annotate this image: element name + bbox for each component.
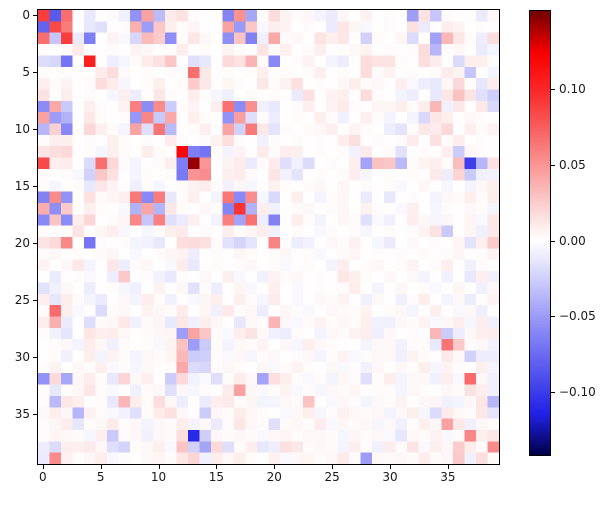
y-tick-label: 35 (14, 406, 30, 421)
y-tick-mark (33, 413, 37, 415)
x-tick-mark (42, 465, 44, 469)
x-tick-mark (158, 465, 160, 469)
y-tick-mark (33, 299, 37, 301)
x-tick-mark (216, 465, 218, 469)
y-tick-label: 10 (14, 121, 30, 136)
colorbar-tick-mark (551, 88, 555, 90)
x-tick-mark (447, 465, 449, 469)
x-tick-mark (332, 465, 334, 469)
y-tick-label: 0 (22, 7, 30, 22)
y-tick-label: 15 (14, 178, 30, 193)
x-tick-label: 5 (96, 470, 105, 484)
y-tick-label: 30 (14, 349, 30, 364)
x-tick-label: 20 (266, 470, 282, 484)
colorbar-tick-mark (551, 240, 555, 242)
y-tick-mark (33, 128, 37, 130)
colorbar (529, 10, 551, 456)
heatmap-plot-area (37, 9, 500, 465)
y-tick-label: 20 (14, 235, 30, 250)
heatmap-canvas (38, 10, 499, 464)
colorbar-tick-label: −0.05 (559, 309, 596, 324)
y-tick-mark (33, 242, 37, 244)
x-tick-label: 25 (324, 470, 340, 484)
x-tick-label: 35 (440, 470, 456, 484)
y-tick-mark (33, 14, 37, 16)
x-tick-label: 30 (382, 470, 398, 484)
colorbar-tick-label: −0.10 (559, 385, 596, 400)
colorbar-tick-label: 0.10 (559, 81, 586, 96)
y-tick-mark (33, 185, 37, 187)
colorbar-tick-label: 0.05 (559, 157, 586, 172)
y-tick-mark (33, 356, 37, 358)
y-tick-label: 5 (22, 64, 30, 79)
x-tick-label: 10 (150, 470, 167, 484)
colorbar-gradient (530, 11, 550, 455)
x-tick-mark (390, 465, 392, 469)
y-tick-label: 25 (14, 292, 30, 307)
x-tick-mark (100, 465, 102, 469)
x-tick-label: 0 (38, 470, 47, 484)
colorbar-tick-mark (551, 316, 555, 318)
x-tick-mark (274, 465, 276, 469)
colorbar-tick-mark (551, 392, 555, 394)
y-tick-mark (33, 71, 37, 73)
colorbar-tick-label: 0.00 (559, 233, 586, 248)
x-tick-label: 15 (208, 470, 225, 484)
colorbar-tick-mark (551, 164, 555, 166)
